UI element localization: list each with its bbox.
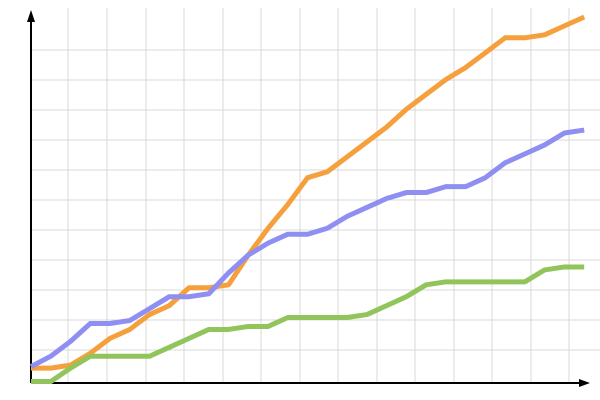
x-axis-arrow-icon <box>579 379 590 387</box>
series-line-orange-series <box>31 14 586 371</box>
series-line-purple-series <box>29 127 585 369</box>
y-axis-arrow-icon <box>27 10 35 22</box>
series-line-green-series <box>31 264 585 385</box>
axes-group <box>27 10 590 387</box>
data-series-group <box>29 14 586 385</box>
